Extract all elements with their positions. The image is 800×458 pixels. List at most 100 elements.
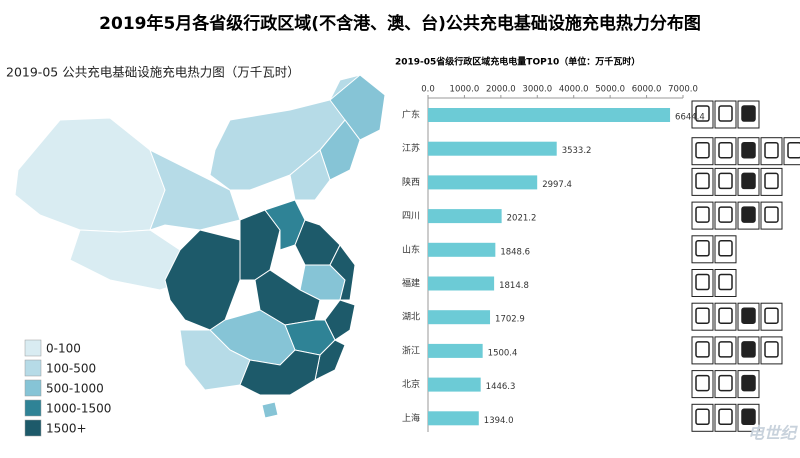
value-label: 6644.4	[675, 113, 705, 123]
legend-label: 500-1000	[46, 382, 104, 396]
x-tick-label: 5000.0	[595, 85, 625, 95]
y-tick-label: 湖北	[402, 312, 420, 323]
vehicle-icon-body	[741, 374, 756, 392]
bar	[428, 108, 671, 122]
vehicle-icon	[691, 235, 714, 264]
vehicle-icon-body	[695, 240, 710, 257]
page-title: 2019年5月各省级行政区域(不含港、澳、台)公共充电基础设施充电热力分布图	[99, 13, 701, 34]
vehicle-icon-body	[695, 307, 710, 324]
legend-swatch	[24, 399, 42, 417]
y-tick-label: 山东	[402, 243, 420, 255]
vehicle-icon	[760, 336, 783, 365]
y-tick-label: 福建	[402, 277, 420, 289]
vehicle-icon	[691, 336, 714, 365]
value-label: 1702.9	[495, 315, 525, 325]
vehicle-icon	[691, 370, 714, 399]
vehicle-icon-body	[741, 172, 756, 190]
bar	[428, 377, 481, 392]
vehicle-icon-body	[695, 273, 710, 291]
legend-swatch	[24, 339, 42, 357]
value-label: 3533.2	[562, 146, 592, 156]
value-label: 1394.0	[484, 416, 514, 426]
map	[14, 74, 386, 419]
vehicle-icon-body	[741, 206, 756, 223]
vehicle-icon	[714, 100, 737, 129]
value-label: 1848.6	[500, 247, 530, 257]
vehicle-icon-body	[695, 341, 710, 358]
legend-label: 1500+	[46, 422, 87, 436]
vehicle-icon	[714, 370, 737, 399]
bar	[428, 242, 496, 257]
vehicle-icon-body	[718, 307, 733, 324]
value-label: 2021.2	[507, 214, 537, 224]
vehicle-icon	[760, 137, 783, 166]
vehicle-icon-body	[764, 172, 779, 190]
vehicle-icon-body	[764, 141, 779, 159]
icons	[691, 100, 800, 432]
vehicle-icon	[691, 269, 714, 297]
y-tick-label: 浙江	[402, 344, 420, 356]
vehicle-icon-body	[695, 105, 710, 122]
y-tick-label: 陕西	[402, 176, 420, 188]
vehicle-icon	[714, 336, 737, 365]
vehicle-icon	[691, 167, 714, 196]
vehicle-icon	[714, 403, 737, 432]
x-tick-label: 2000.0	[486, 85, 516, 95]
vehicle-icon-body	[695, 206, 710, 223]
bar	[428, 411, 479, 426]
bar	[428, 343, 483, 358]
vehicle-icon-body	[787, 141, 800, 159]
vehicle-icon	[691, 137, 714, 166]
vehicle-icon	[714, 167, 737, 196]
vehicle-icon	[760, 201, 783, 230]
value-label: 1446.3	[486, 382, 516, 392]
map-subtitle: 2019-05 公共充电基础设施充电热力图（万千瓦时）	[6, 65, 300, 80]
vehicle-icon	[691, 201, 714, 230]
vehicle-icon	[714, 302, 737, 331]
legend-label: 1000-1500	[46, 402, 111, 416]
watermark: 电世纪	[748, 424, 798, 443]
vehicle-icon	[760, 167, 783, 196]
vehicle-icon-body	[741, 141, 756, 159]
vehicle-icon	[691, 403, 714, 432]
vehicle-icon-body	[718, 172, 733, 190]
value-label: 1814.8	[499, 281, 529, 291]
x-tick-label: 0.0	[421, 85, 435, 95]
vehicle-icon-body	[695, 172, 710, 190]
value-label: 1500.4	[488, 348, 518, 358]
vehicle-icon-body	[718, 273, 733, 291]
vehicle-icon-body	[718, 206, 733, 223]
vehicle-icon-body	[718, 105, 733, 122]
legend-label: 100-500	[46, 362, 96, 376]
vehicle-icon	[714, 269, 737, 297]
y-tick-label: 广东	[402, 109, 420, 121]
vehicle-icon	[783, 137, 800, 166]
vehicle-icon-body	[718, 141, 733, 159]
vehicle-icon-body	[741, 307, 756, 324]
legend-swatch	[24, 379, 42, 397]
vehicle-icon-body	[764, 206, 779, 223]
vehicle-icon-body	[764, 341, 779, 358]
vehicle-icon-body	[695, 408, 710, 426]
vehicle-icon-body	[741, 408, 756, 426]
y-tick-label: 四川	[402, 212, 420, 222]
x-tick-label: 4000.0	[559, 85, 589, 95]
bar	[428, 276, 495, 291]
bar	[428, 209, 502, 224]
map-legend: 0-100 100-500 500-1000 1000-1500 1500+	[24, 339, 111, 437]
bar	[428, 141, 557, 156]
vehicle-icon-body	[718, 374, 733, 392]
legend-swatch	[24, 419, 42, 437]
y-tick-label: 上海	[402, 412, 420, 424]
vehicle-icon-body	[741, 341, 756, 358]
x-tick-label: 1000.0	[450, 85, 480, 95]
x-tick-label: 3000.0	[522, 85, 552, 95]
legend-swatch	[24, 359, 42, 377]
x-tick-label: 6000.0	[632, 85, 662, 95]
vehicle-icon	[714, 235, 737, 264]
vehicle-icon-body	[741, 105, 756, 122]
bar	[428, 310, 491, 325]
vehicle-icon	[691, 302, 714, 331]
vehicle-icon	[714, 137, 737, 166]
